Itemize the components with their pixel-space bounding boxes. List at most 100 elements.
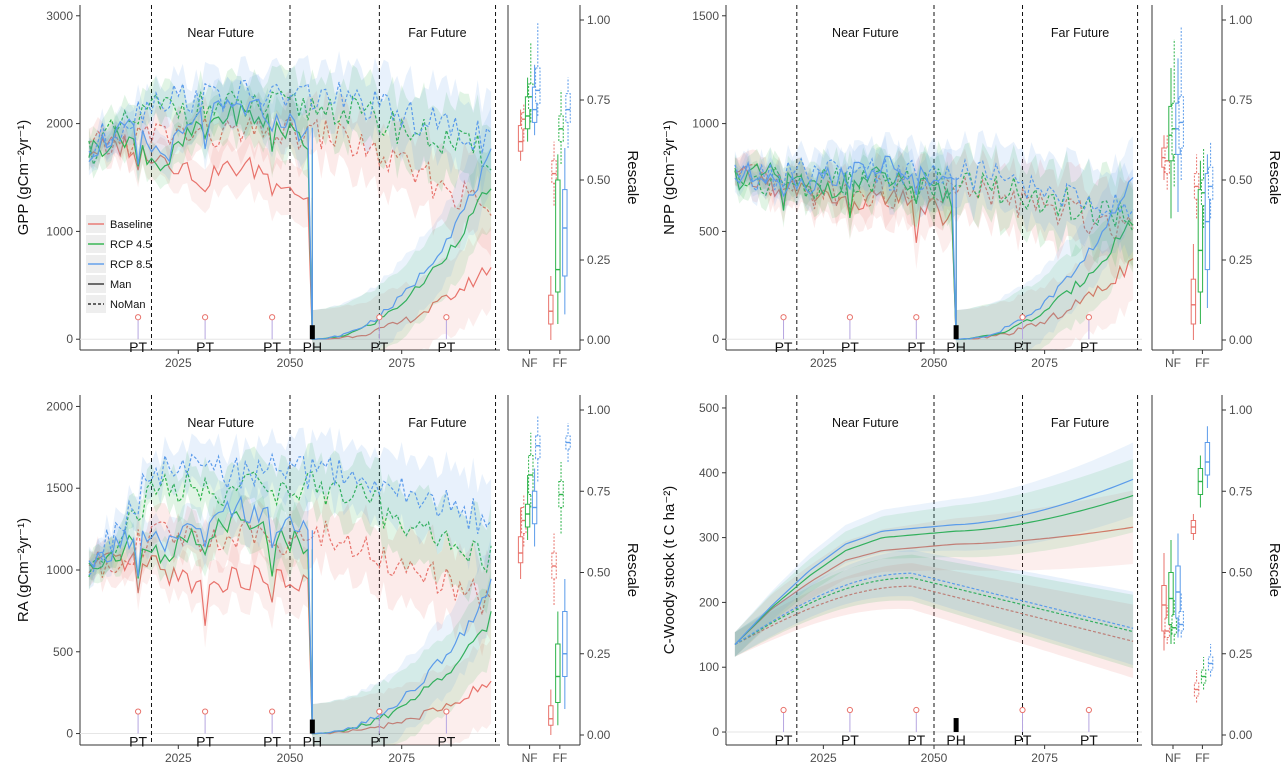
- box-category-label: NF: [522, 751, 538, 765]
- series-line-noman-baseline: [88, 116, 492, 216]
- box-iqr: [1164, 617, 1170, 638]
- series-line-noman-rcp-4-5: [734, 577, 1134, 646]
- panel-gpp: 0 1000 2000 3000 2025 2050 2075 GPP (gCm⁻²yr⁻¹)…: [15, 5, 500, 370]
- pt-label: PT: [1080, 732, 1098, 748]
- rescale-tick-label: 1.00: [587, 403, 611, 417]
- pt-marker-point: [376, 708, 383, 715]
- pt-marker-point: [1019, 314, 1026, 321]
- ph-label: PH: [303, 734, 322, 750]
- rescale-tick-label: 0.75: [1229, 93, 1253, 107]
- ribbon-rcp-4-5: [88, 442, 492, 614]
- x-tick-label: 2050: [277, 356, 304, 370]
- pt-label: PT: [1080, 339, 1098, 355]
- pt-marker-point: [780, 706, 787, 714]
- rescale-tick-label: 0.75: [587, 93, 611, 107]
- x-tick-label: 2075: [388, 356, 415, 370]
- pt-label: PT: [907, 339, 925, 355]
- ribbon-rcp-4-5: [734, 554, 1134, 669]
- box-iqr: [562, 189, 568, 277]
- series-line-noman-rcp-8-5: [734, 157, 1134, 218]
- pt-marker-point: [202, 708, 209, 715]
- x-tick-label: 2050: [277, 751, 304, 765]
- far-future-label: Far Future: [408, 26, 466, 40]
- rescale-boxplot-panel: 0.00 0.25 0.50 0.75 1.00 Rescale NF FF: [1151, 5, 1283, 370]
- ph-label: PH: [946, 339, 965, 355]
- series-line-man-rcp-4-5: [734, 494, 1134, 645]
- pt-label: PT: [775, 339, 793, 355]
- y-tick-label: 1500: [692, 9, 719, 23]
- rescale-tick-label: 1.00: [587, 13, 611, 27]
- series-line-man-rcp-8-5: [88, 98, 492, 340]
- pt-label: PT: [370, 339, 388, 355]
- ph-label: PH: [303, 339, 322, 355]
- ph-marker: [309, 325, 315, 340]
- series-line-man-baseline: [88, 551, 492, 735]
- x-tick-label: 2025: [165, 751, 192, 765]
- pt-label: PT: [129, 734, 147, 750]
- rescale-tick-label: 0.50: [587, 566, 611, 580]
- rescale-boxplot-panel: 0.00 0.25 0.50 0.75 1.00 Rescale NF FF: [1151, 395, 1283, 765]
- pt-marker-point: [376, 314, 383, 321]
- ribbon-rcp-8-5: [734, 442, 1134, 657]
- pt-marker-point: [913, 314, 920, 321]
- rescale-tick-label: 0.75: [587, 484, 611, 498]
- series-line-man-baseline: [734, 526, 1134, 645]
- box-iqr: [548, 705, 554, 726]
- x-tick-label: 2025: [165, 356, 192, 370]
- y-tick-label: 3000: [46, 9, 73, 23]
- rescale-tick-label: 0.25: [587, 253, 611, 267]
- rescale-boxplot-panel: 0.00 0.25 0.50 0.75 1.00 Rescale NF FF: [507, 395, 641, 765]
- y-axis-label: C-Woody stock (t C ha⁻²): [661, 486, 678, 655]
- legend-label: RCP 8.5: [110, 259, 151, 271]
- pt-label: PT: [1014, 339, 1032, 355]
- pt-label: PT: [129, 339, 147, 355]
- rescale-tick-label: 0.25: [1229, 647, 1253, 661]
- rescale-tick-label: 0.00: [587, 333, 611, 347]
- box-iqr: [1204, 442, 1211, 476]
- series-line-man-rcp-4-5: [734, 161, 1134, 340]
- box-category-label: NF: [1165, 356, 1181, 370]
- box-iqr: [517, 536, 524, 564]
- panel-ra: 0 500 1000 1500 2000 2025 2050 2075 RA (gCm⁻²yr⁻…: [15, 395, 500, 765]
- pt-marker-point: [846, 314, 854, 321]
- pt-marker-point: [846, 706, 854, 714]
- box-iqr: [524, 96, 531, 130]
- panel-npp: 0 500 1000 1500 2025 2050 2075 NPP (gCm⁻²yr⁻¹) N…: [661, 5, 1142, 370]
- rescale-tick-label: 0.50: [1229, 173, 1253, 187]
- pt-label: PT: [775, 732, 793, 748]
- pt-label: PT: [907, 732, 925, 748]
- x-tick-label: 2025: [810, 356, 837, 370]
- x-tick-label: 2075: [1031, 356, 1058, 370]
- y-tick-label: 500: [699, 224, 719, 238]
- pt-marker-point: [134, 708, 142, 715]
- series-line-noman-rcp-8-5: [88, 79, 492, 157]
- series-line-noman-rcp-4-5: [88, 90, 492, 171]
- y-tick-label: 0: [66, 727, 73, 741]
- legend-label: Man: [110, 279, 131, 291]
- rescale-axis-label: Rescale: [624, 543, 641, 597]
- rescale-tick-label: 0.25: [1229, 253, 1253, 267]
- pt-label: PT: [263, 339, 281, 355]
- box-iqr: [1197, 189, 1204, 293]
- y-tick-label: 1000: [692, 117, 719, 131]
- box-iqr: [531, 86, 538, 123]
- near-future-label: Near Future: [187, 416, 254, 430]
- pt-marker-point: [1085, 314, 1092, 321]
- ribbon-rcp-4-5: [734, 143, 1134, 350]
- ribbon-baseline: [88, 535, 492, 745]
- y-tick-label: 2000: [46, 117, 73, 131]
- near-future-label: Near Future: [832, 416, 899, 430]
- panel-c-woody: 0 100 200 300 400 500 2025 2050 2075 C-Woody stoc…: [661, 395, 1142, 765]
- ribbon-baseline: [88, 120, 492, 350]
- x-tick-label: 2025: [810, 751, 837, 765]
- ph-marker: [953, 718, 959, 733]
- ribbon-rcp-4-5: [88, 64, 492, 212]
- ribbon-baseline: [734, 152, 1134, 350]
- box-iqr: [535, 435, 541, 460]
- series-line-man-baseline: [88, 136, 492, 340]
- rescale-axis-label: Rescale: [1266, 150, 1283, 204]
- box-iqr: [517, 125, 524, 152]
- box-iqr: [1207, 166, 1214, 200]
- box-iqr: [555, 179, 561, 293]
- box-category-label: FF: [1195, 356, 1210, 370]
